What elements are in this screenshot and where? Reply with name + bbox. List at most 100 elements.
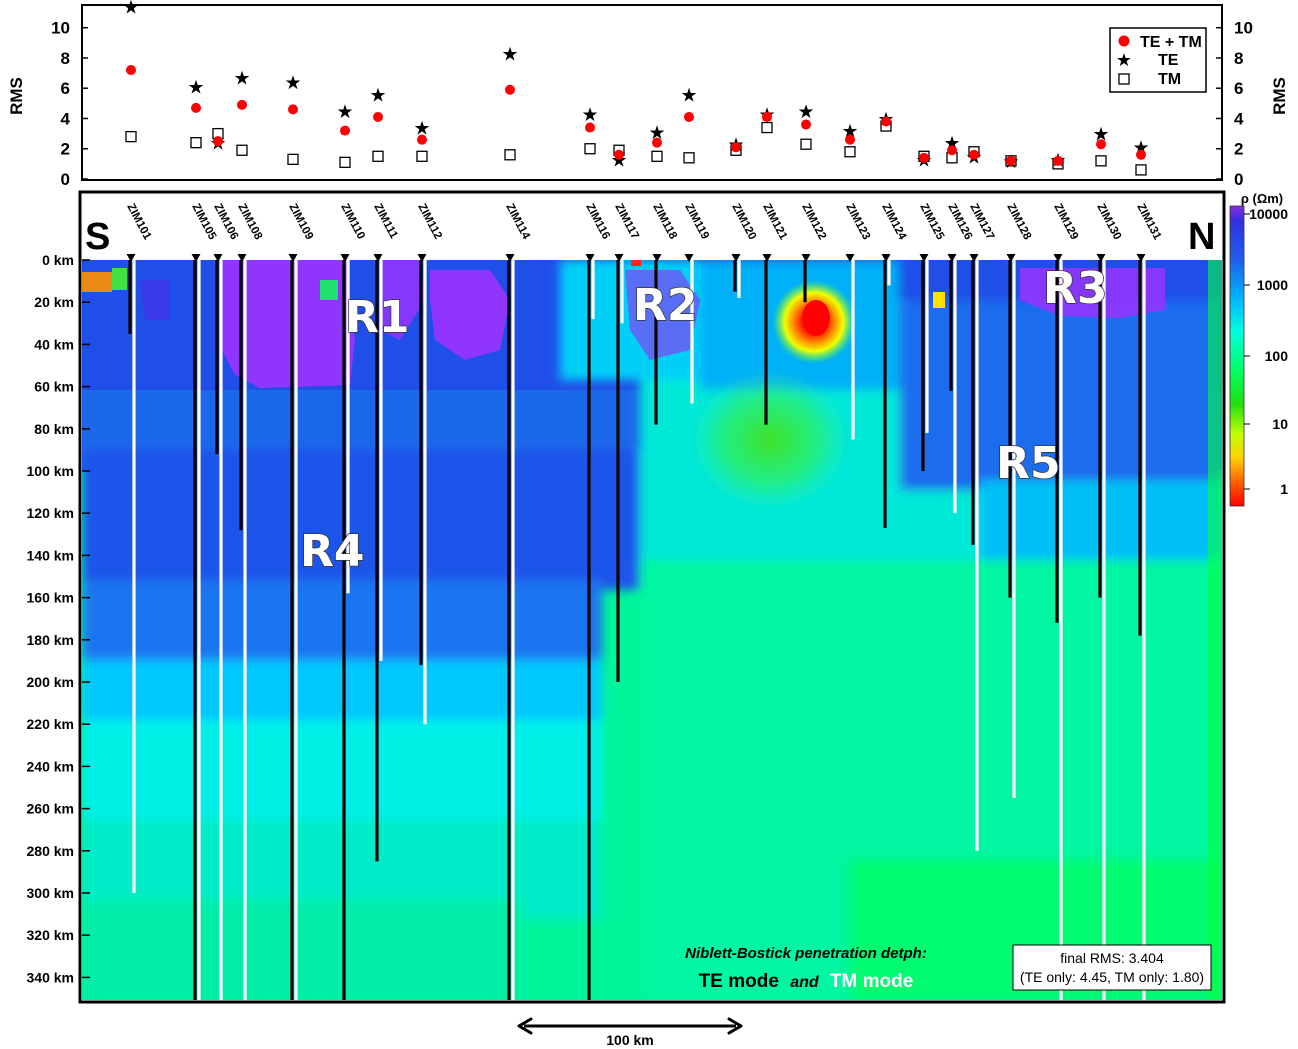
te-tm-point xyxy=(505,84,515,95)
depth-tick-label: 300 km xyxy=(27,885,74,901)
legend-square-marker xyxy=(1118,73,1130,85)
station-triangle xyxy=(126,254,136,262)
te-point: ★ xyxy=(1092,124,1109,146)
te-point: ★ xyxy=(413,118,430,140)
station-triangle xyxy=(731,254,741,262)
rms-tick-label-right: 2 xyxy=(1234,140,1243,159)
tm-point xyxy=(190,137,202,149)
rms-tick-label-right: 0 xyxy=(1234,170,1243,189)
station-triangle xyxy=(505,254,515,262)
te-tm-point xyxy=(340,125,350,136)
depth-tick-label: 60 km xyxy=(34,379,74,395)
tm-point xyxy=(844,146,856,158)
colorbar-tick-label: 10 xyxy=(1272,416,1288,432)
te-point: ★ xyxy=(336,101,353,123)
label-r3: R3 xyxy=(1043,263,1108,314)
tm-point xyxy=(761,121,773,134)
te-tm-point xyxy=(731,142,741,153)
rms-plot: 0 02 24 46 68 810 10 RMS RMS ★★ ★ ★★★★★★★★★★★★ ★★… xyxy=(7,0,1289,189)
depth-tick-label: 320 km xyxy=(27,927,74,943)
rms-tick-label-right: 8 xyxy=(1234,49,1243,68)
rms-tick-label-left: 6 xyxy=(61,79,70,98)
te-tm-point xyxy=(762,111,772,122)
te-tm-point xyxy=(919,152,929,163)
depth-tick-label: 180 km xyxy=(27,632,74,648)
colorbar-ramp xyxy=(1229,205,1245,507)
south-label: S xyxy=(85,216,110,258)
te-tm-point xyxy=(801,119,811,130)
te-tm-point xyxy=(881,116,891,127)
depth-tick-label: 160 km xyxy=(27,590,74,606)
station-triangle xyxy=(191,254,201,262)
tm-point xyxy=(683,152,695,164)
legend-tm: TM xyxy=(1158,71,1181,88)
te-tm-point xyxy=(1006,155,1016,166)
rms-tick-label-left: 4 xyxy=(61,109,71,128)
tm-point xyxy=(125,130,137,143)
te-tm-point xyxy=(1136,149,1146,160)
depth-tick-label: 240 km xyxy=(27,758,74,774)
station-triangle xyxy=(969,254,979,262)
rms-right-axis-label: RMS xyxy=(1270,77,1289,115)
tm-point xyxy=(236,144,248,156)
station-triangle xyxy=(585,254,595,262)
depth-tick-label: 260 km xyxy=(27,801,74,817)
legend-te-tm: TE + TM xyxy=(1140,34,1202,51)
final-rms: final RMS: 3.404 xyxy=(1060,950,1164,966)
station-triangle xyxy=(845,254,855,262)
rms-tick-label-right: 4 xyxy=(1234,109,1244,128)
tm-point xyxy=(1095,155,1107,167)
te-point: ★ xyxy=(122,0,139,19)
colorbar-title: ρ (Ωm) xyxy=(1241,191,1283,206)
scale-bar-arrows xyxy=(517,1017,743,1035)
station-triangle xyxy=(762,254,772,262)
station-triangle xyxy=(919,254,929,262)
legend-te: TE xyxy=(1158,52,1179,69)
station-triangle xyxy=(881,254,891,262)
depth-axis: 0 km 20 km 40 km 60 km 80 km 100 km 120 km 140 … xyxy=(27,252,90,985)
final-rms-box: final RMS: 3.404 (TE only: 4.45, TM only… xyxy=(1012,944,1212,991)
depth-tick-label: 220 km xyxy=(27,716,74,732)
te-tm-point xyxy=(1053,155,1063,166)
label-r4: R4 xyxy=(300,526,365,577)
penetration-annotation: Niblett-Bostick penetration detph: TE mo… xyxy=(685,945,927,992)
te-tm-point xyxy=(126,65,136,76)
label-r5: R5 xyxy=(996,438,1061,489)
depth-tick-label: 340 km xyxy=(27,969,74,985)
te-tm-point xyxy=(614,149,624,160)
rms-tick-label-left: 8 xyxy=(61,49,70,68)
te-tm-point xyxy=(969,149,979,160)
tm-point xyxy=(372,150,384,162)
scale-bar: 100 km xyxy=(517,1017,743,1048)
resistivity-model xyxy=(82,260,1222,1000)
rms-detail: (TE only: 4.45, TM only: 1.80) xyxy=(1020,969,1204,985)
rms-points: ★★★★★★★★★★★★★★★★★★★★★★★★★ xyxy=(122,0,1150,176)
station-triangle xyxy=(614,254,624,262)
tm-point xyxy=(800,138,812,150)
te-tm-point xyxy=(947,145,957,156)
rms-legend: TE + TM ★ TE TM xyxy=(1109,27,1207,93)
station-triangle xyxy=(1053,254,1063,262)
depth-tick-label: 280 km xyxy=(27,843,74,859)
depth-tick-label: 140 km xyxy=(27,547,74,563)
colorbar-tick-label: 1 xyxy=(1280,481,1288,497)
tm-point xyxy=(584,143,596,155)
depth-tick-label: 100 km xyxy=(27,463,74,479)
te-tm-point xyxy=(1096,139,1106,150)
annotation-te: TE mode xyxy=(699,971,779,992)
te-point: ★ xyxy=(369,84,386,106)
te-tm-point xyxy=(288,104,298,115)
te-tm-point xyxy=(845,134,855,145)
depth-tick-label: 40 km xyxy=(34,336,74,352)
tm-point xyxy=(339,156,351,169)
station-triangle xyxy=(652,254,662,262)
final-rms-frame xyxy=(1012,944,1212,991)
annotation-and: and xyxy=(790,974,820,991)
station-triangle xyxy=(373,254,383,262)
rms-left-axis-label: RMS xyxy=(7,77,26,115)
conductor-core xyxy=(802,300,830,336)
tm-point xyxy=(651,150,663,162)
legend-star-marker: ★ xyxy=(1116,50,1132,71)
scale-bar-label: 100 km xyxy=(606,1032,653,1048)
